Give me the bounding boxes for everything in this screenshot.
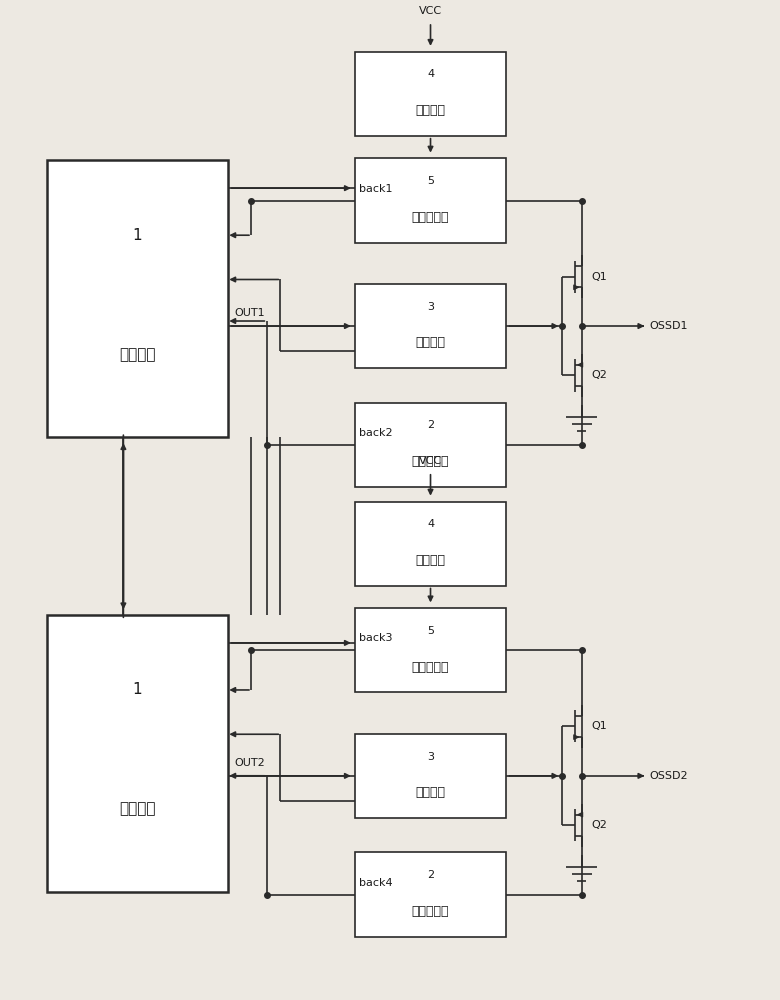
Text: 上采样电路: 上采样电路 (412, 211, 449, 224)
Text: 2: 2 (427, 420, 434, 430)
Text: back3: back3 (359, 633, 392, 643)
FancyBboxPatch shape (47, 160, 228, 437)
FancyBboxPatch shape (355, 734, 505, 818)
Text: Q1: Q1 (591, 721, 607, 731)
FancyBboxPatch shape (355, 403, 505, 487)
FancyBboxPatch shape (47, 615, 228, 892)
Text: 5: 5 (427, 176, 434, 186)
Text: OSSD1: OSSD1 (650, 321, 688, 331)
Text: VCC: VCC (419, 6, 442, 16)
Text: Q2: Q2 (591, 370, 607, 380)
Text: 下采样电路: 下采样电路 (412, 905, 449, 918)
Text: Q2: Q2 (591, 820, 607, 830)
Text: 1: 1 (133, 228, 142, 243)
FancyBboxPatch shape (355, 52, 505, 136)
FancyBboxPatch shape (355, 852, 505, 937)
FancyBboxPatch shape (355, 158, 505, 243)
Text: 5: 5 (427, 626, 434, 636)
Text: 3: 3 (427, 302, 434, 312)
Text: back1: back1 (359, 184, 392, 194)
FancyBboxPatch shape (355, 608, 505, 692)
Text: 2: 2 (427, 870, 434, 880)
Text: 4: 4 (427, 519, 434, 529)
Text: back4: back4 (359, 878, 393, 888)
Text: OSSD2: OSSD2 (650, 771, 688, 781)
FancyBboxPatch shape (355, 502, 505, 586)
Text: OUT2: OUT2 (234, 758, 265, 768)
Text: 控制单元: 控制单元 (119, 801, 155, 816)
Text: 控制单元: 控制单元 (119, 347, 155, 362)
Text: 驱动电路: 驱动电路 (416, 336, 445, 349)
Text: back2: back2 (359, 428, 393, 438)
Text: 驱动电路: 驱动电路 (416, 786, 445, 799)
FancyBboxPatch shape (355, 284, 505, 368)
Text: 下采样电路: 下采样电路 (412, 455, 449, 468)
Text: VCC: VCC (419, 456, 442, 466)
Text: 3: 3 (427, 752, 434, 762)
Text: 辅助控制: 辅助控制 (416, 104, 445, 117)
Text: 辅助控制: 辅助控制 (416, 554, 445, 567)
Text: Q1: Q1 (591, 272, 607, 282)
Text: 4: 4 (427, 69, 434, 79)
Text: 1: 1 (133, 682, 142, 697)
Text: 上采样电路: 上采样电路 (412, 661, 449, 674)
Text: OUT1: OUT1 (234, 308, 264, 318)
